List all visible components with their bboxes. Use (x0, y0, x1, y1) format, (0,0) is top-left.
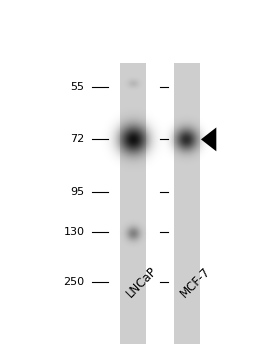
Text: LNCaP: LNCaP (124, 265, 160, 300)
Text: MCF-7: MCF-7 (178, 265, 213, 300)
Bar (120, 63, 146, 344)
Text: 72: 72 (70, 134, 84, 144)
Text: 55: 55 (70, 82, 84, 92)
Text: 250: 250 (63, 277, 84, 287)
Text: 95: 95 (70, 187, 84, 197)
Polygon shape (201, 127, 216, 151)
Text: 130: 130 (63, 227, 84, 237)
Bar (174, 63, 200, 344)
